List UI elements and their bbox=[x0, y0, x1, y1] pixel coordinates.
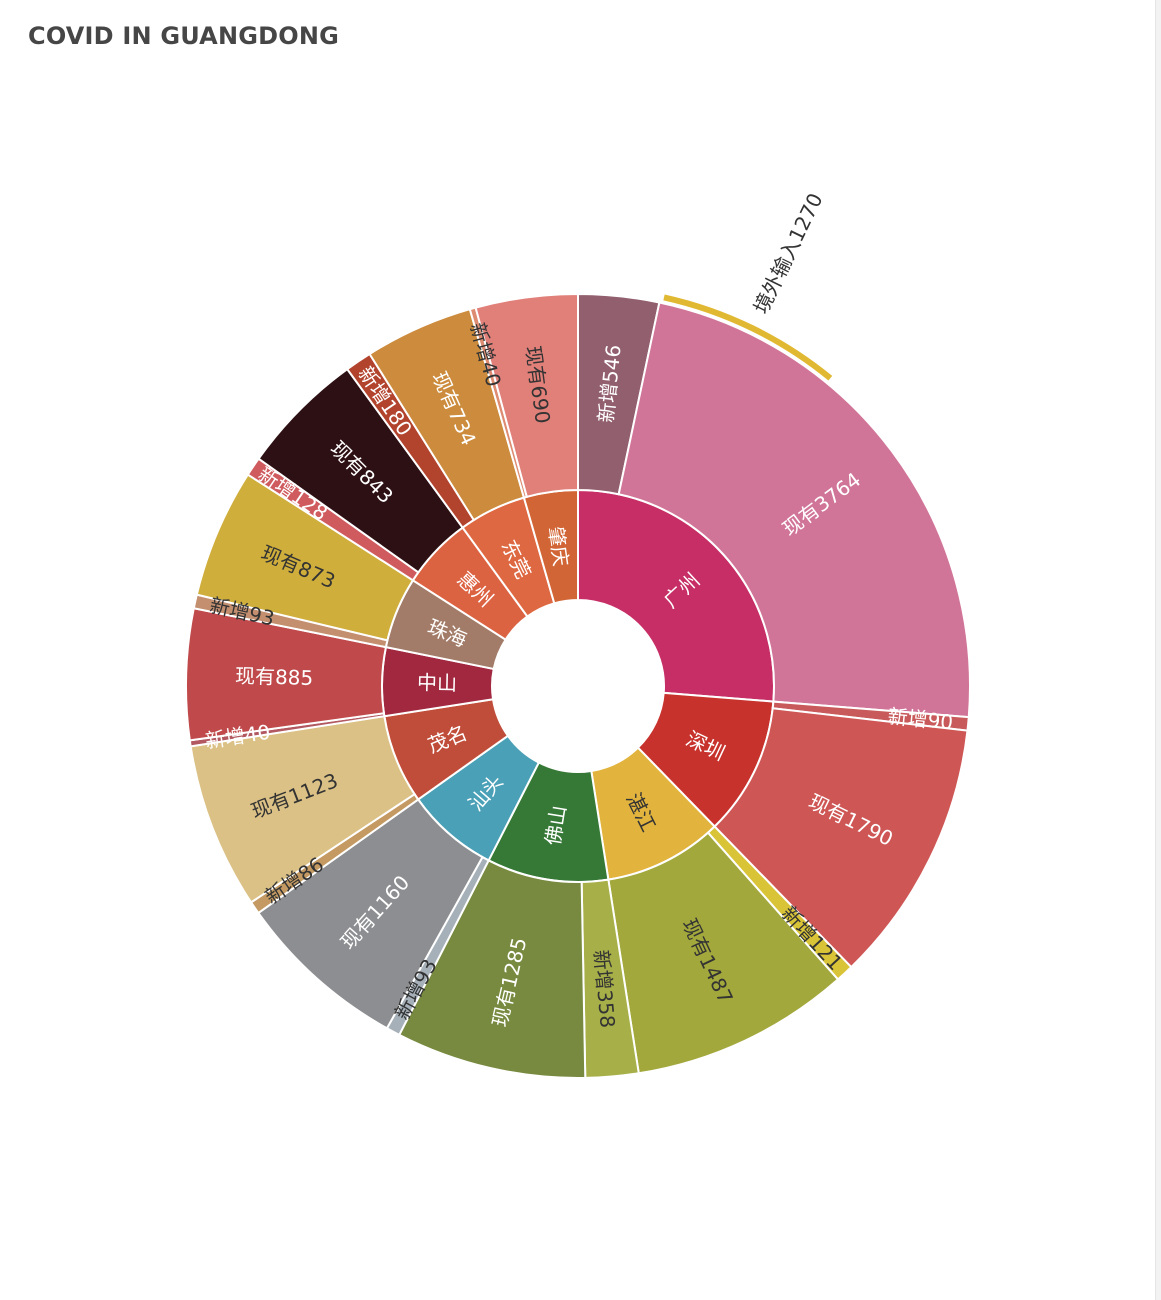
right-edge-scrollbar bbox=[1155, 0, 1161, 1300]
chart-title: COVID IN GUANGDONG bbox=[28, 22, 340, 50]
center-hole bbox=[492, 600, 664, 772]
district-segment[interactable] bbox=[617, 301, 971, 719]
city-label: 中山 bbox=[417, 670, 458, 695]
outer-label: 境外输入1270 bbox=[749, 189, 828, 317]
outer-segment[interactable] bbox=[663, 294, 833, 381]
city-label: 肇庆 bbox=[544, 525, 573, 568]
district-segment[interactable] bbox=[713, 707, 969, 969]
district-label: 现有885 bbox=[235, 664, 314, 690]
district-segment[interactable] bbox=[474, 292, 579, 499]
